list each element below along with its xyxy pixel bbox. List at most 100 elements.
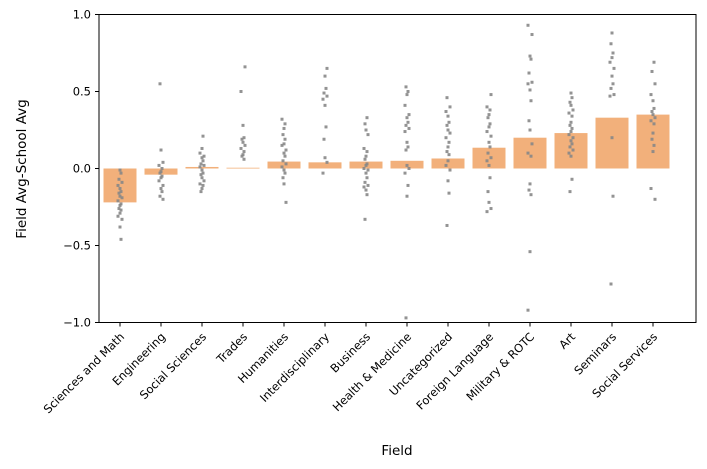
scatter-point bbox=[651, 113, 655, 117]
scatter-point bbox=[281, 176, 285, 180]
scatter-point bbox=[200, 156, 204, 160]
scatter-point bbox=[362, 185, 366, 189]
scatter-point bbox=[242, 157, 246, 161]
scatter-point bbox=[241, 153, 245, 157]
scatter-point bbox=[322, 91, 326, 95]
scatter-point bbox=[119, 190, 123, 194]
scatter-point bbox=[362, 167, 366, 170]
scatter-point bbox=[118, 203, 122, 207]
scatter-point bbox=[282, 142, 286, 146]
scatter-point bbox=[366, 183, 370, 187]
scatter-point bbox=[282, 151, 286, 155]
scatter-point bbox=[527, 119, 531, 123]
scatter-point bbox=[407, 113, 411, 117]
scatter-point bbox=[242, 136, 246, 140]
scatter-point bbox=[364, 188, 368, 192]
scatter-point bbox=[407, 167, 411, 170]
scatter-point bbox=[282, 126, 286, 130]
scatter-point bbox=[364, 163, 368, 167]
scatter-point bbox=[528, 182, 532, 186]
scatter-point bbox=[526, 151, 530, 155]
scatter-point bbox=[405, 93, 409, 97]
scatter-point bbox=[160, 190, 164, 194]
scatter-point bbox=[445, 123, 449, 127]
scatter-point bbox=[652, 60, 656, 64]
scatter-point bbox=[444, 136, 448, 140]
scatter-point bbox=[159, 187, 163, 191]
scatter-point bbox=[612, 66, 616, 70]
scatter-point bbox=[118, 211, 122, 215]
scatter-point bbox=[445, 96, 449, 100]
scatter-point bbox=[239, 90, 243, 93]
scatter-point bbox=[407, 126, 411, 130]
scatter-point bbox=[610, 31, 614, 35]
scatter-point bbox=[198, 165, 202, 169]
scatter-point bbox=[610, 136, 614, 140]
scatter-point bbox=[649, 119, 653, 123]
scatter-point bbox=[405, 194, 409, 198]
scatter-point bbox=[448, 105, 452, 109]
scatter-point bbox=[323, 156, 327, 160]
scatter-point bbox=[321, 171, 325, 175]
scatter-point bbox=[200, 146, 204, 150]
scatter-point bbox=[116, 199, 120, 203]
bar bbox=[513, 137, 547, 169]
scatter-point bbox=[404, 85, 408, 89]
scatter-point bbox=[118, 194, 122, 198]
bar bbox=[554, 133, 588, 169]
scatter-point bbox=[446, 159, 450, 163]
scatter-point bbox=[489, 207, 493, 211]
scatter-point bbox=[118, 187, 122, 191]
scatter-point bbox=[570, 177, 574, 181]
scatter-point bbox=[445, 150, 449, 154]
scatter-point bbox=[528, 128, 532, 132]
scatter-point bbox=[652, 143, 656, 147]
scatter-point bbox=[444, 163, 448, 167]
scatter-point bbox=[567, 133, 571, 137]
scatter-point bbox=[201, 171, 205, 175]
scatter-point bbox=[198, 182, 202, 186]
scatter-point bbox=[485, 159, 489, 163]
scatter-point bbox=[199, 162, 203, 166]
scatter-point bbox=[650, 69, 654, 73]
scatter-point bbox=[611, 51, 615, 55]
scatter-point bbox=[404, 123, 408, 127]
scatter-point bbox=[284, 200, 288, 204]
scatter-point bbox=[612, 93, 616, 97]
scatter-point bbox=[486, 151, 490, 155]
scatter-point bbox=[157, 179, 161, 183]
scatter-point bbox=[403, 171, 407, 175]
scatter-point bbox=[364, 171, 368, 175]
scatter-point bbox=[446, 114, 450, 118]
scatter-point bbox=[530, 142, 534, 146]
scatter-point bbox=[609, 282, 613, 286]
bar bbox=[267, 161, 301, 169]
scatter-point bbox=[405, 163, 409, 167]
scatter-point bbox=[365, 162, 369, 166]
y-tick-label: 0.0 bbox=[73, 162, 91, 176]
scatter-point bbox=[650, 110, 654, 114]
scatter-point bbox=[650, 137, 654, 141]
scatter-point bbox=[240, 137, 244, 141]
scatter-point bbox=[570, 96, 574, 100]
scatter-point bbox=[529, 193, 533, 197]
scatter-point bbox=[526, 82, 530, 86]
scatter-point bbox=[447, 191, 451, 195]
scatter-point bbox=[488, 108, 492, 112]
scatter-point bbox=[485, 105, 489, 109]
scatter-point bbox=[120, 196, 124, 200]
scatter-point bbox=[200, 176, 204, 180]
scatter-point bbox=[530, 80, 534, 84]
scatter-point bbox=[527, 71, 531, 75]
scatter-point bbox=[119, 171, 123, 175]
scatter-point bbox=[202, 154, 206, 158]
scatter-point bbox=[323, 103, 327, 107]
scatter-point bbox=[610, 74, 614, 78]
scatter-point bbox=[528, 88, 532, 92]
scatter-point bbox=[487, 113, 491, 117]
scatter-point bbox=[529, 154, 533, 158]
y-tick-label: 0.5 bbox=[73, 85, 91, 99]
scatter-point bbox=[489, 93, 493, 97]
scatter-point bbox=[281, 159, 285, 163]
